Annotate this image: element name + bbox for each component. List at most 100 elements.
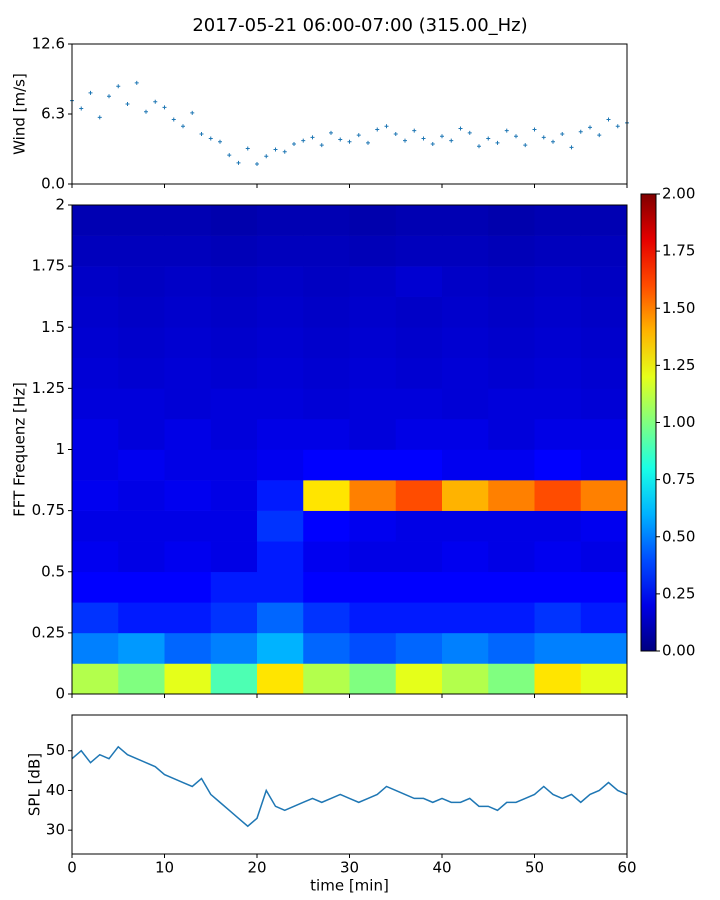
- spectrogram-cell: [580, 327, 628, 359]
- spectrogram-cell: [442, 266, 489, 297]
- spectrogram-cell: [118, 418, 165, 450]
- spectrogram-cell: [534, 571, 582, 603]
- plot-frame: [71, 43, 628, 185]
- spectrogram-cell: [164, 327, 212, 359]
- y-tick-label: 1.75: [32, 257, 65, 275]
- spectrogram-cell: [349, 388, 397, 420]
- wind-point: [199, 132, 204, 136]
- y-tick-label: 1: [55, 440, 65, 458]
- spectrogram-cell: [442, 296, 489, 328]
- spectrogram-cell: [303, 571, 350, 603]
- spectrogram-cell: [488, 205, 535, 236]
- spectrogram-cell: [580, 632, 628, 664]
- wind-point: [615, 124, 620, 129]
- wind-point: [338, 137, 343, 142]
- spectrogram-cell: [534, 418, 582, 450]
- spectrogram-cell: [534, 357, 582, 389]
- spectrogram-cell: [580, 663, 628, 695]
- spectrogram-cell: [349, 205, 397, 236]
- spectrogram-cell: [580, 235, 628, 267]
- spectrogram-cell: [395, 388, 443, 420]
- spectrogram-cell: [72, 541, 119, 573]
- spectrogram-cell: [349, 449, 397, 481]
- spectrogram-cell: [303, 266, 350, 297]
- x-tick-label: 40: [432, 859, 451, 877]
- x-tick-label: 10: [155, 859, 174, 877]
- spectrogram-cell: [580, 541, 628, 573]
- x-tick-label: 0: [67, 859, 77, 877]
- spectrogram-cell: [442, 571, 489, 603]
- spectrogram-cell: [210, 388, 258, 420]
- colorbar-tick-label: 0.75: [662, 470, 695, 488]
- y-axis-label: SPL [dB]: [26, 753, 44, 816]
- spectrogram-cell: [164, 449, 212, 481]
- spectrogram-cell: [442, 388, 489, 420]
- spectrogram-cell: [72, 480, 119, 511]
- spectrogram-cell: [395, 663, 443, 695]
- wind-point: [477, 144, 481, 149]
- spectrogram-cell: [442, 541, 489, 573]
- y-tick-label: 50: [46, 741, 65, 759]
- wind-point: [514, 134, 518, 139]
- x-tick-label: 60: [617, 859, 636, 877]
- spectrogram-cell: [257, 418, 304, 450]
- spectrogram-cell: [72, 449, 119, 481]
- spectrogram-cell: [442, 357, 489, 389]
- wind-point: [356, 133, 361, 138]
- spectrogram-cell: [164, 541, 212, 573]
- spectrogram-cell: [580, 266, 628, 297]
- spectrogram-cell: [210, 327, 258, 359]
- spectrogram-cell: [580, 602, 628, 634]
- spectrogram-cell: [164, 418, 212, 450]
- wind-point: [190, 110, 195, 115]
- wind-point: [162, 105, 167, 110]
- wind-point: [495, 140, 500, 145]
- wind-point: [292, 142, 296, 146]
- wind-point: [467, 130, 472, 135]
- spectrogram-cell: [534, 480, 582, 511]
- spectrogram-cell: [534, 388, 582, 420]
- spectrogram-cell: [488, 357, 535, 389]
- spectrogram-cell: [534, 205, 582, 236]
- spectrogram-cell: [72, 205, 119, 236]
- colorbar-tick-label: 2.00: [662, 185, 695, 203]
- spectrogram-cell: [257, 480, 304, 511]
- plot-frame: [71, 714, 628, 855]
- spectrogram-cell: [118, 449, 165, 481]
- spectrogram-cell: [303, 327, 350, 359]
- spectrogram-cell: [303, 480, 350, 511]
- wind-point: [245, 146, 250, 151]
- spectrogram-cell: [72, 266, 119, 297]
- spectrogram-cell: [72, 510, 119, 542]
- wind-point: [144, 109, 148, 114]
- spectrogram-cell: [395, 541, 443, 573]
- spectrogram-cell: [118, 571, 165, 603]
- spectrogram-cell: [534, 327, 582, 359]
- colorbar-tick-label: 1.75: [662, 242, 695, 260]
- spectrogram-cell: [118, 357, 165, 389]
- y-tick-label: 0: [55, 685, 65, 703]
- spectrogram-cell: [164, 602, 212, 634]
- spectrogram-cell: [349, 357, 397, 389]
- spectrogram-cell: [303, 235, 350, 267]
- wind-point: [532, 127, 537, 132]
- spectrogram-cell: [303, 388, 350, 420]
- spectrogram-cell: [303, 357, 350, 389]
- x-tick-label: 50: [525, 859, 544, 877]
- spectrogram-cell: [349, 571, 397, 603]
- spectrogram-cell: [210, 357, 258, 389]
- spectrogram-cell: [164, 510, 212, 542]
- spectrogram-cell: [349, 235, 397, 267]
- spectrogram-cell: [442, 602, 489, 634]
- wind-point: [255, 162, 259, 166]
- spectrogram-cell: [210, 571, 258, 603]
- spectrogram-cell: [257, 632, 304, 664]
- spectrogram-cell: [118, 205, 165, 236]
- spectrogram-cell: [257, 357, 304, 389]
- spectrogram-cell: [488, 266, 535, 297]
- spectrogram-cell: [210, 418, 258, 450]
- spectrogram-cell: [534, 296, 582, 328]
- spectrogram-cell: [303, 510, 350, 542]
- spectrogram-cell: [395, 571, 443, 603]
